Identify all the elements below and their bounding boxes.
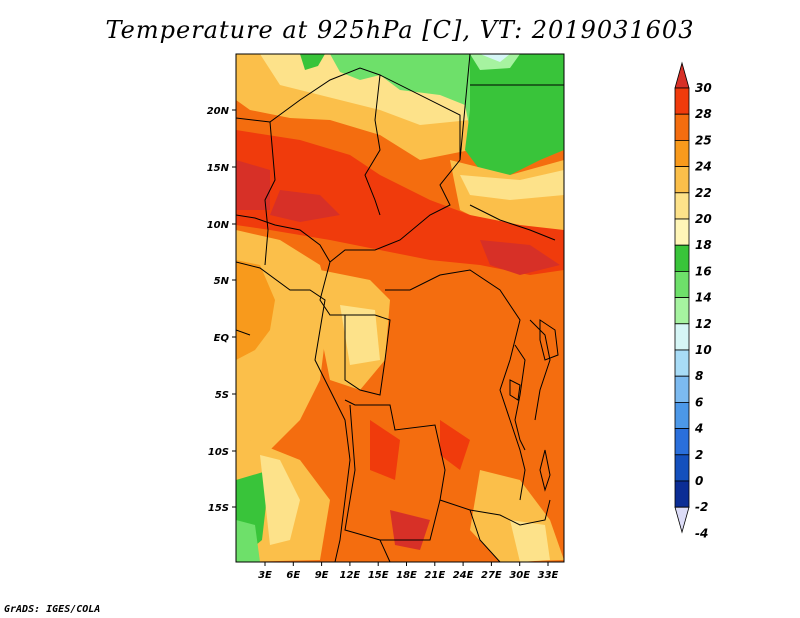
- colorbar-label: 25: [695, 133, 712, 147]
- colorbar-label: -2: [695, 500, 708, 514]
- lat-label: 10N: [207, 220, 230, 231]
- colorbar-label: 28: [695, 107, 712, 121]
- colorbar-top-arrow: [674, 61, 690, 89]
- colorbar-segment: [674, 113, 690, 141]
- credit-text: GrADS: IGES/COLA: [4, 604, 101, 615]
- temperature-field: [236, 54, 564, 562]
- lon-label: 9E: [315, 570, 329, 581]
- colorbar-segment: [674, 218, 690, 246]
- colorbar-segment: [674, 375, 690, 403]
- lon-label: 24E: [453, 570, 474, 581]
- lon-label: 21E: [424, 570, 445, 581]
- lon-label: 30E: [509, 570, 530, 581]
- colorbar-label: 4: [694, 422, 703, 436]
- map-title: Temperature at 925hPa [C], VT: 201903160…: [105, 16, 695, 44]
- lat-label: 15S: [208, 503, 229, 514]
- colorbar-label: 14: [695, 291, 712, 305]
- lon-label: 27E: [481, 570, 502, 581]
- colorbar-label: 30: [695, 81, 712, 95]
- lon-label: 3E: [258, 570, 272, 581]
- colorbar-label: 20: [695, 212, 712, 226]
- colorbar-segment: [674, 139, 690, 167]
- colorbar-label: 22: [695, 186, 712, 200]
- colorbar-label: 24: [695, 160, 712, 174]
- lon-label: 12E: [340, 570, 361, 581]
- colorbar-label: 6: [695, 395, 703, 409]
- colorbar-label: 0: [695, 474, 703, 488]
- colorbar-segment: [674, 244, 690, 272]
- colorbar-segment: [674, 480, 690, 508]
- lon-label: 33E: [538, 570, 559, 581]
- colorbar-label: 12: [695, 317, 712, 331]
- colorbar-label: 18: [695, 238, 712, 252]
- colorbar-bottom-arrow: [674, 506, 690, 534]
- colorbar-segment: [674, 87, 690, 115]
- colorbar-segment: [674, 349, 690, 377]
- lon-label: 18E: [396, 570, 417, 581]
- longitude-labels: 3E 6E 9E 12E 15E 18E 21E 24E 27E 30E 33E: [258, 562, 559, 581]
- lat-label: 10S: [208, 447, 229, 458]
- latitude-labels: 20N 15N 10N 5N EQ 5S 10S 15S: [207, 106, 236, 514]
- colorbar-segment: [674, 166, 690, 194]
- colorbar-label: -4: [695, 526, 708, 540]
- colorbar-segment: [674, 192, 690, 220]
- colorbar-label: 8: [695, 369, 703, 383]
- colorbar-segment: [674, 454, 690, 482]
- lon-label: 6E: [286, 570, 300, 581]
- colorbar-segment: [674, 323, 690, 351]
- lat-label: 5S: [215, 390, 229, 401]
- lat-label: 5N: [214, 276, 230, 287]
- colorbar-label: 16: [695, 264, 712, 278]
- lat-label: 15N: [207, 163, 230, 174]
- colorbar-segment: [674, 297, 690, 325]
- lat-label: 20N: [207, 106, 230, 117]
- map-frame: [235, 53, 565, 563]
- lon-label: 15E: [368, 570, 389, 581]
- colorbar-segment: [674, 401, 690, 429]
- colorbar-segment: [674, 428, 690, 456]
- colorbar-label: 10: [695, 343, 712, 357]
- colorbar-label: 2: [695, 448, 703, 462]
- lat-label: EQ: [214, 333, 230, 344]
- colorbar-segment: [674, 270, 690, 298]
